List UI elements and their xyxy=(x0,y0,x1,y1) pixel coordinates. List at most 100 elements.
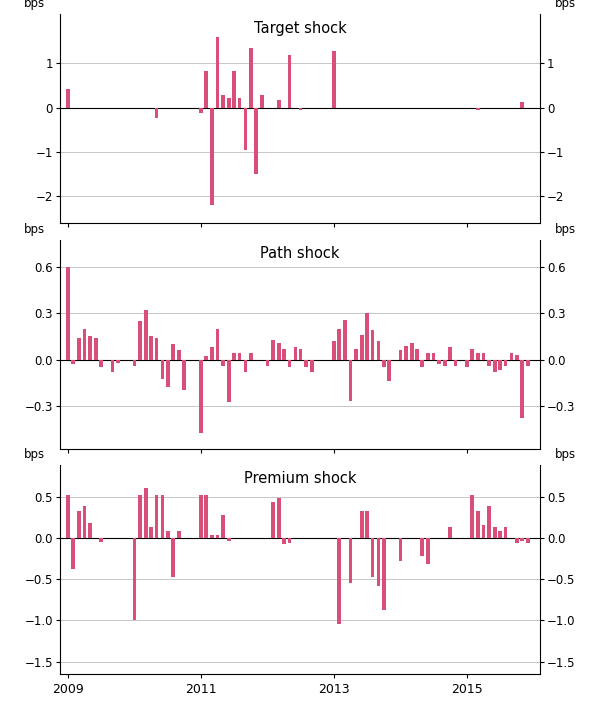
Bar xyxy=(100,538,103,542)
Bar xyxy=(199,495,203,538)
Bar xyxy=(287,55,291,108)
Bar xyxy=(509,353,513,359)
Bar xyxy=(144,488,148,538)
Bar xyxy=(410,343,413,359)
Bar xyxy=(349,359,352,401)
Bar xyxy=(287,538,291,543)
Bar xyxy=(133,359,136,366)
Bar xyxy=(260,95,264,108)
Bar xyxy=(526,538,530,543)
Bar xyxy=(66,89,70,108)
Bar xyxy=(360,335,364,359)
Bar xyxy=(482,353,485,359)
Bar xyxy=(503,359,507,366)
Bar xyxy=(199,108,203,113)
Bar xyxy=(421,538,424,556)
Bar xyxy=(232,71,236,108)
Bar xyxy=(520,538,524,541)
Bar xyxy=(465,359,469,367)
Bar xyxy=(515,538,518,543)
Bar xyxy=(77,511,81,538)
Bar xyxy=(398,538,402,561)
Bar xyxy=(199,359,203,433)
Bar xyxy=(149,336,153,359)
Bar xyxy=(254,108,258,174)
Bar xyxy=(476,353,480,359)
Bar xyxy=(382,359,386,367)
Bar xyxy=(110,359,115,372)
Bar xyxy=(83,329,86,359)
Bar xyxy=(249,353,253,359)
Bar xyxy=(299,108,302,110)
Bar xyxy=(520,103,524,108)
Bar xyxy=(421,359,424,367)
Bar xyxy=(282,348,286,359)
Bar xyxy=(244,108,247,150)
Bar xyxy=(349,538,352,583)
Bar xyxy=(515,355,518,359)
Bar xyxy=(221,359,225,366)
Bar xyxy=(526,359,530,366)
Text: bps: bps xyxy=(24,448,45,461)
Bar xyxy=(365,511,369,538)
Bar xyxy=(216,37,220,108)
Bar xyxy=(454,359,457,366)
Bar xyxy=(144,310,148,359)
Bar xyxy=(470,348,474,359)
Bar xyxy=(227,538,230,541)
Text: Path shock: Path shock xyxy=(260,246,340,261)
Bar xyxy=(266,359,269,366)
Bar xyxy=(482,525,485,538)
Bar xyxy=(66,495,70,538)
Bar xyxy=(221,95,225,108)
Bar xyxy=(271,501,275,538)
Bar xyxy=(432,353,436,359)
Bar xyxy=(211,347,214,359)
Bar xyxy=(216,329,220,359)
Bar xyxy=(100,359,103,367)
Text: bps: bps xyxy=(24,0,45,10)
Bar xyxy=(371,331,374,359)
Bar xyxy=(249,47,253,108)
Bar xyxy=(404,346,407,359)
Bar xyxy=(66,267,70,359)
Bar xyxy=(94,338,98,359)
Bar xyxy=(71,538,75,569)
Bar xyxy=(116,359,119,363)
Bar xyxy=(155,495,158,538)
Bar xyxy=(232,353,236,359)
Bar xyxy=(476,511,480,538)
Bar xyxy=(227,359,230,402)
Bar xyxy=(182,359,186,390)
Bar xyxy=(166,359,170,387)
Bar xyxy=(299,348,302,359)
Bar xyxy=(244,359,247,372)
Bar xyxy=(520,359,524,418)
Bar xyxy=(216,535,220,538)
Bar xyxy=(382,538,386,610)
Bar xyxy=(277,100,281,108)
Bar xyxy=(166,531,170,538)
Bar xyxy=(171,344,175,359)
Bar xyxy=(503,527,507,538)
Bar xyxy=(427,353,430,359)
Bar xyxy=(161,359,164,379)
Bar xyxy=(377,341,380,359)
Text: Target shock: Target shock xyxy=(254,21,346,36)
Bar xyxy=(161,495,164,538)
Bar xyxy=(498,531,502,538)
Bar xyxy=(205,495,208,538)
Bar xyxy=(470,495,474,538)
Text: bps: bps xyxy=(555,222,576,236)
Bar xyxy=(171,538,175,577)
Bar xyxy=(238,353,241,359)
Bar xyxy=(277,498,281,538)
Bar xyxy=(271,340,275,359)
Bar xyxy=(337,538,341,625)
Bar xyxy=(493,359,497,372)
Bar xyxy=(332,341,336,359)
Bar xyxy=(448,347,452,359)
Bar xyxy=(77,338,81,359)
Bar xyxy=(138,321,142,359)
Bar xyxy=(493,527,497,538)
